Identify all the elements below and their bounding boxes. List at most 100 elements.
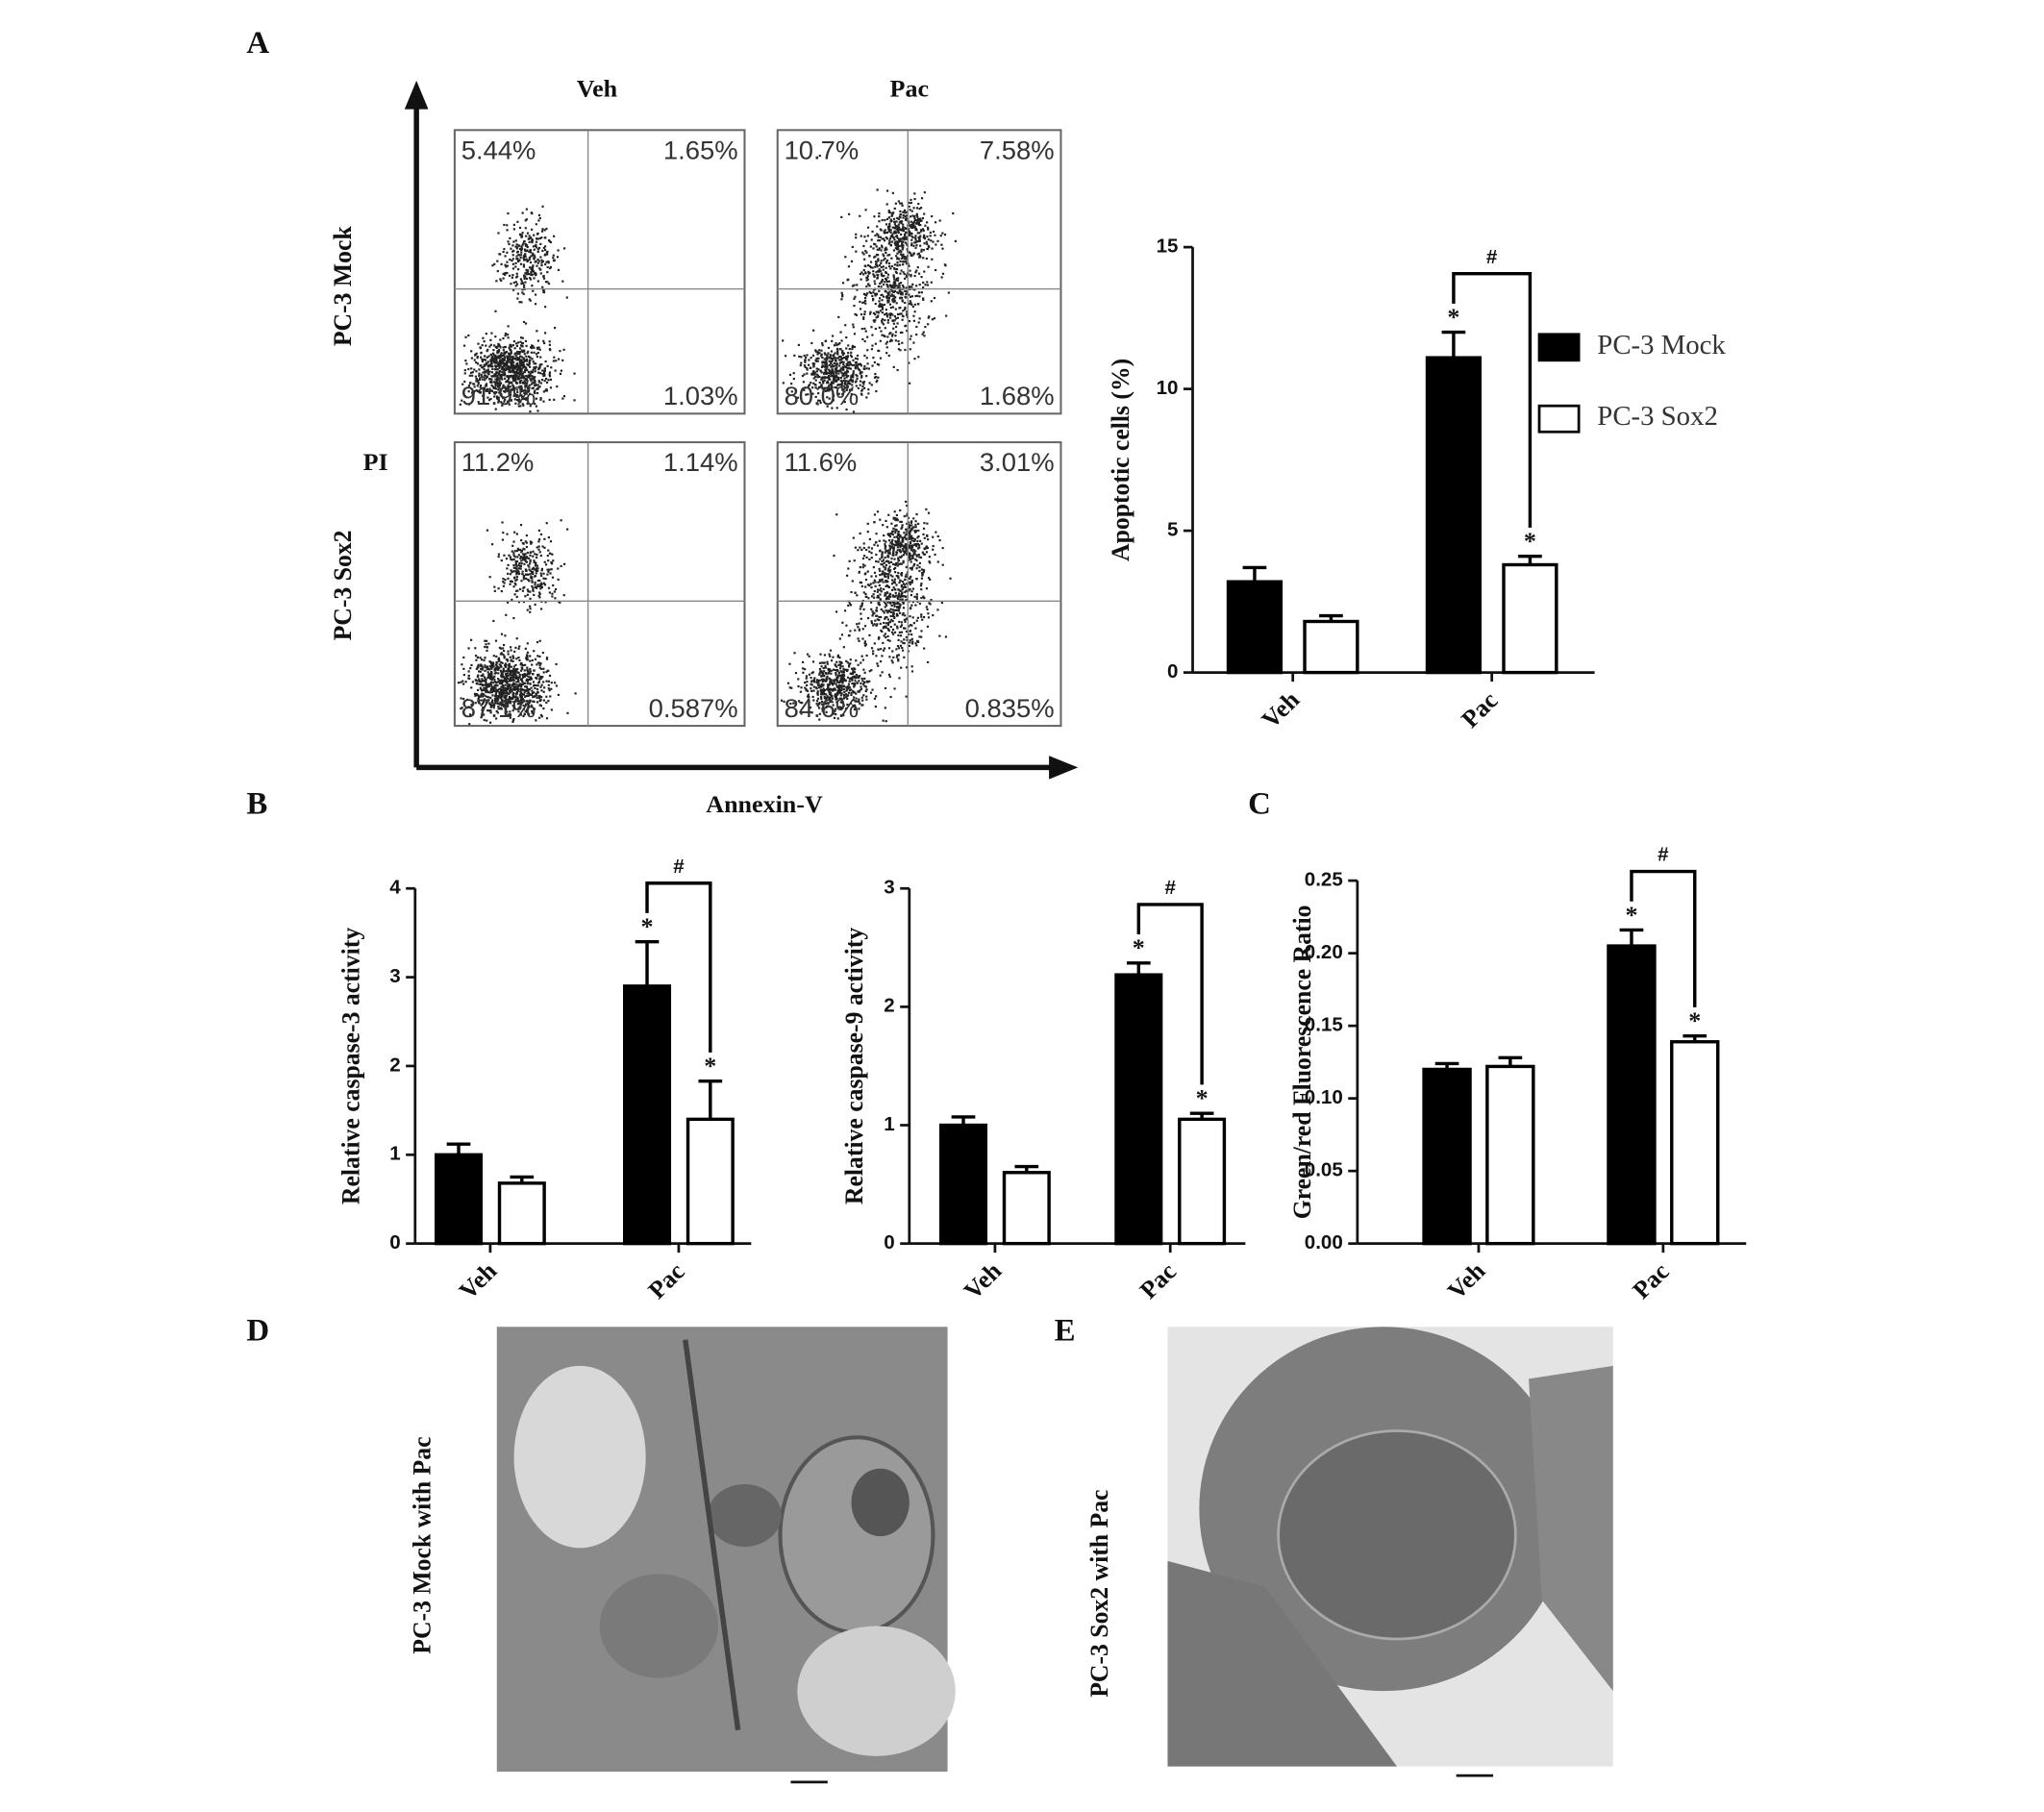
event-dot [865, 375, 868, 378]
event-dot [498, 360, 501, 363]
event-dot [865, 276, 868, 280]
event-dot [893, 263, 896, 266]
event-dot [897, 609, 900, 612]
event-dot [922, 285, 925, 289]
event-dot [492, 707, 495, 709]
event-dot [822, 372, 826, 375]
event-dot [863, 641, 866, 645]
event-dot [520, 394, 523, 397]
event-dot [891, 628, 895, 632]
event-dot [892, 586, 895, 589]
event-dot [510, 697, 512, 700]
event-dot [919, 244, 922, 247]
event-dot [865, 680, 868, 683]
event-dot [508, 695, 511, 699]
event-dot [474, 679, 478, 682]
event-dot [508, 664, 511, 667]
event-dot [899, 202, 902, 205]
event-dot [806, 695, 810, 698]
event-dot [882, 295, 885, 298]
event-dot [536, 347, 539, 351]
event-dot [485, 333, 487, 335]
event-dot [860, 685, 862, 688]
event-dot [804, 386, 807, 389]
event-dot [491, 355, 494, 359]
event-dot [848, 347, 851, 351]
event-dot [817, 707, 821, 709]
event-dot [851, 347, 854, 351]
event-dot [874, 243, 877, 246]
event-dot [863, 564, 866, 567]
event-dot [498, 357, 501, 360]
event-dot [890, 220, 893, 223]
event-dot [782, 339, 785, 342]
event-dot [528, 360, 531, 364]
event-dot [505, 687, 508, 690]
event-dot [520, 666, 524, 670]
event-dot [821, 344, 824, 347]
event-dot [517, 679, 520, 683]
event-dot [910, 568, 913, 571]
event-dot [520, 691, 523, 694]
event-dot [501, 361, 505, 364]
event-dot [513, 650, 516, 653]
event-dot [519, 355, 522, 358]
event-dot [537, 368, 540, 371]
event-dot [824, 389, 827, 392]
event-dot [890, 257, 893, 260]
event-dot [474, 702, 477, 705]
event-dot [502, 384, 505, 386]
event-dot [487, 699, 490, 702]
event-dot [523, 259, 526, 261]
event-dot [904, 235, 907, 237]
event-dot [819, 670, 823, 673]
event-dot [498, 703, 502, 706]
event-dot [473, 389, 476, 393]
event-dot [854, 365, 857, 368]
event-dot [507, 385, 510, 389]
event-dot [524, 695, 527, 698]
event-dot [886, 189, 889, 192]
event-dot [541, 285, 544, 288]
event-dot [509, 371, 511, 374]
event-dot [483, 355, 486, 358]
event-dot [880, 648, 883, 651]
event-dot [925, 257, 928, 261]
event-dot [915, 593, 918, 596]
event-dot [493, 344, 496, 347]
event-dot [828, 668, 831, 671]
event-dot [555, 360, 558, 362]
event-dot [546, 364, 549, 367]
event-dot [852, 689, 855, 692]
event-dot [887, 301, 890, 304]
event-dot [500, 683, 503, 685]
event-dot [500, 679, 503, 682]
event-dot [896, 627, 899, 630]
event-dot [845, 355, 848, 359]
event-dot [511, 384, 514, 386]
event-dot [543, 374, 546, 377]
event-dot [542, 582, 545, 584]
event-dot [873, 360, 876, 364]
event-dot [927, 612, 930, 615]
event-dot [888, 592, 892, 595]
event-dot [516, 697, 519, 700]
event-dot [889, 608, 892, 610]
event-dot [493, 684, 496, 687]
event-dot [542, 681, 545, 683]
event-dot [828, 389, 831, 392]
event-dot [502, 250, 505, 254]
event-dot [502, 532, 505, 534]
event-dot [834, 385, 836, 389]
event-dot [529, 608, 532, 610]
event-dot [897, 602, 900, 605]
event-dot [821, 684, 824, 687]
event-dot [504, 332, 508, 335]
event-dot [903, 272, 906, 276]
event-dot [855, 673, 859, 677]
event-dot [872, 291, 875, 294]
event-dot [524, 559, 528, 562]
event-dot [895, 594, 898, 597]
event-dot [899, 598, 902, 602]
event-dot [902, 229, 905, 232]
